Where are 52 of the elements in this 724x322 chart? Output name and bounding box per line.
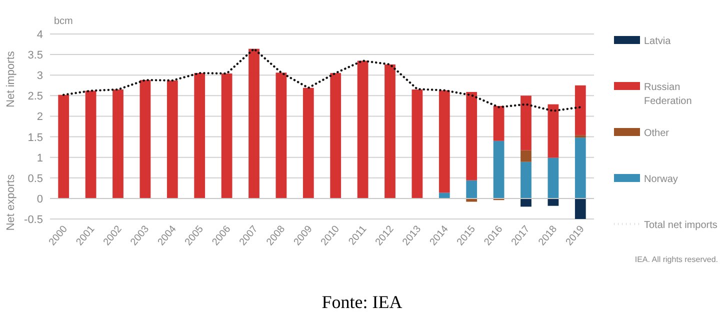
y-tick-label: 2 — [36, 111, 43, 124]
bar — [85, 90, 96, 198]
bar — [330, 73, 342, 198]
bar — [166, 80, 178, 198]
bar — [58, 94, 70, 198]
bar — [493, 140, 504, 198]
bar — [140, 80, 151, 198]
y-axis-title: Net imports — [5, 50, 17, 108]
bar — [248, 48, 260, 198]
bar — [520, 150, 532, 162]
legend-label: Total net imports — [644, 220, 718, 231]
y-tick-label: 3.5 — [28, 50, 43, 62]
bar — [574, 85, 586, 136]
y-tick-label: 3 — [36, 70, 43, 82]
bar — [548, 158, 559, 198]
legend-label: Russian Federation — [644, 82, 692, 107]
bar — [438, 90, 450, 193]
bar — [520, 198, 532, 207]
text: Net exports — [5, 174, 17, 231]
bar — [574, 135, 586, 138]
legend-label: Latvia — [644, 36, 672, 47]
bar — [438, 192, 450, 198]
legend-label: Norway — [644, 174, 678, 185]
y-tick-label: 0 — [36, 193, 43, 206]
bar — [357, 60, 368, 198]
text: IEA. All rights reserved. — [634, 255, 718, 264]
legend-label: Other — [644, 128, 670, 139]
y-tick-label: 2.5 — [28, 90, 43, 103]
y-tick-label: 1.5 — [28, 132, 43, 144]
y-tick-label: 4 — [36, 29, 43, 41]
bar — [574, 198, 586, 219]
bar — [574, 138, 586, 198]
bar — [384, 64, 396, 198]
y-tick-label: 0.5 — [28, 172, 43, 185]
bar — [302, 88, 314, 198]
bar — [548, 104, 559, 158]
bar — [520, 162, 532, 198]
bar — [466, 92, 478, 180]
bar — [276, 72, 287, 198]
line-series — [62, 48, 582, 112]
bar — [412, 90, 423, 198]
y-tick-label: 1 — [36, 152, 43, 164]
bar — [548, 198, 559, 206]
text: bcm — [54, 16, 73, 27]
bar — [194, 73, 206, 198]
bar — [520, 96, 532, 150]
bar — [493, 106, 504, 141]
bar — [221, 73, 232, 198]
source-note: Fonte: IEA — [322, 292, 402, 312]
y-tick-label: -0.5 — [24, 214, 43, 226]
bar — [466, 180, 478, 198]
bar — [112, 90, 124, 198]
